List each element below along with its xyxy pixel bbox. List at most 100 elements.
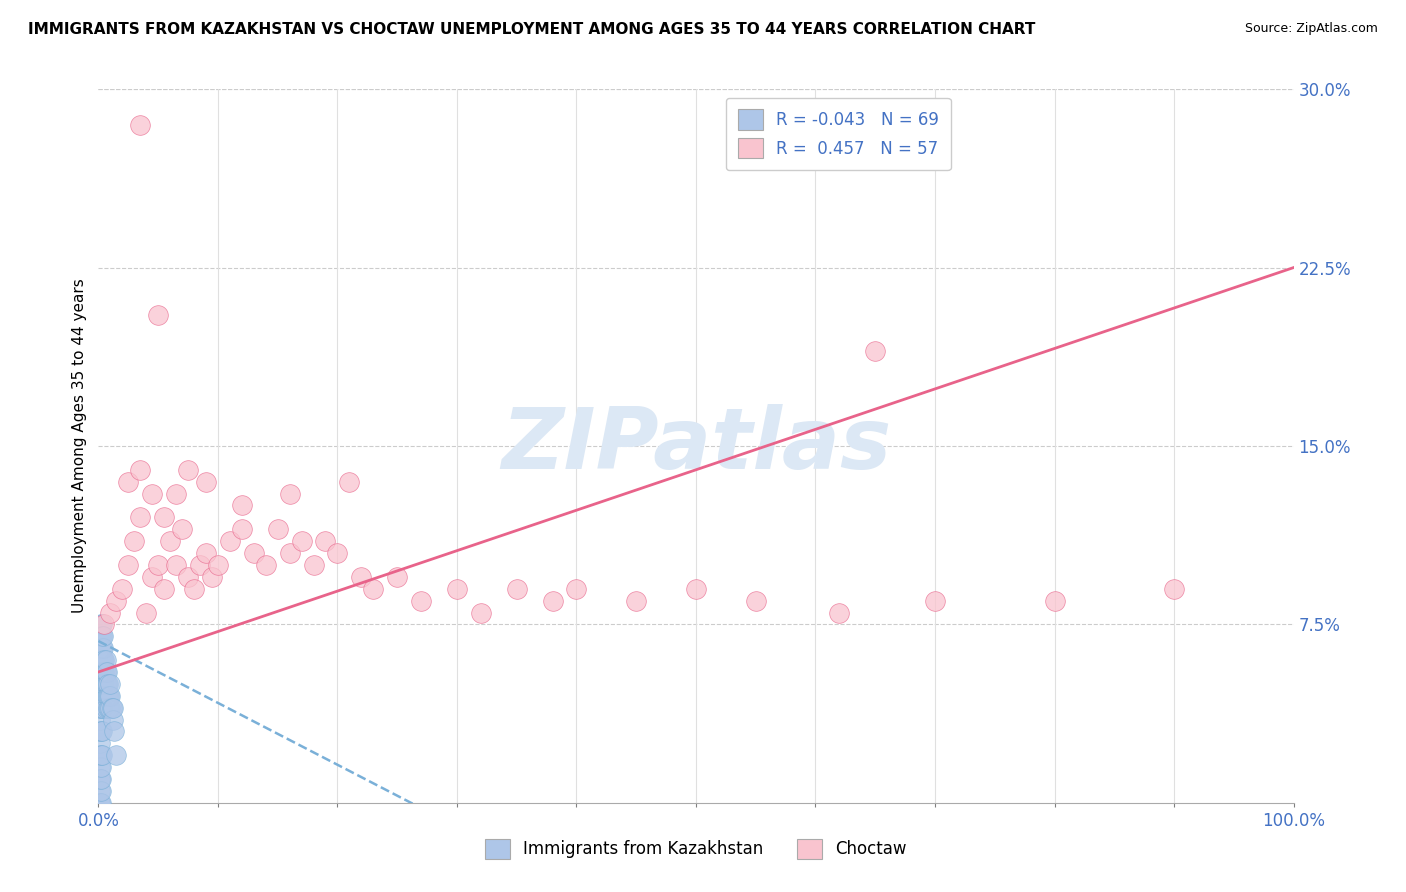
Point xyxy=(135,606,157,620)
Point xyxy=(159,534,181,549)
Point xyxy=(148,308,170,322)
Point xyxy=(105,748,128,763)
Point xyxy=(924,593,946,607)
Point xyxy=(148,558,170,572)
Point xyxy=(101,713,124,727)
Point xyxy=(89,677,111,691)
Point xyxy=(231,499,253,513)
Legend: Immigrants from Kazakhstan, Choctaw: Immigrants from Kazakhstan, Choctaw xyxy=(478,832,914,866)
Point xyxy=(254,558,277,572)
Point xyxy=(91,641,114,656)
Point xyxy=(98,700,122,714)
Point xyxy=(90,724,112,739)
Point xyxy=(89,736,111,750)
Point xyxy=(90,700,112,714)
Point xyxy=(129,463,152,477)
Point xyxy=(177,570,200,584)
Point xyxy=(141,570,163,584)
Point xyxy=(89,653,111,667)
Point xyxy=(101,700,124,714)
Point xyxy=(302,558,325,572)
Point xyxy=(90,677,112,691)
Point xyxy=(183,582,205,596)
Point xyxy=(90,653,112,667)
Point xyxy=(98,677,122,691)
Point xyxy=(89,713,111,727)
Point xyxy=(98,689,121,703)
Point xyxy=(89,700,111,714)
Point xyxy=(97,677,120,691)
Point xyxy=(243,546,266,560)
Point xyxy=(91,641,114,656)
Point xyxy=(315,534,337,549)
Text: Source: ZipAtlas.com: Source: ZipAtlas.com xyxy=(1244,22,1378,36)
Point xyxy=(624,593,647,607)
Point xyxy=(93,665,115,679)
Point xyxy=(98,700,121,714)
Point xyxy=(290,534,312,549)
Point xyxy=(267,522,290,536)
Point xyxy=(94,677,117,691)
Point xyxy=(90,629,112,643)
Point xyxy=(111,582,134,596)
Point xyxy=(94,665,117,679)
Point xyxy=(91,617,114,632)
Point xyxy=(89,748,111,763)
Point xyxy=(91,748,114,763)
Point xyxy=(363,582,385,596)
Point xyxy=(90,641,112,656)
Point xyxy=(91,700,114,714)
Point xyxy=(337,475,360,489)
Point xyxy=(93,689,115,703)
Point xyxy=(97,700,120,714)
Point xyxy=(385,570,409,584)
Y-axis label: Unemployment Among Ages 35 to 44 years: Unemployment Among Ages 35 to 44 years xyxy=(72,278,87,614)
Point xyxy=(165,486,187,500)
Point xyxy=(90,665,112,679)
Point xyxy=(89,796,111,810)
Point xyxy=(93,617,115,632)
Point xyxy=(828,606,851,620)
Point xyxy=(506,582,529,596)
Point xyxy=(96,677,118,691)
Point xyxy=(91,700,114,714)
Point xyxy=(350,570,373,584)
Point xyxy=(91,677,114,691)
Point xyxy=(89,689,111,703)
Point xyxy=(90,784,112,798)
Point xyxy=(541,593,564,607)
Text: IMMIGRANTS FROM KAZAKHSTAN VS CHOCTAW UNEMPLOYMENT AMONG AGES 35 TO 44 YEARS COR: IMMIGRANTS FROM KAZAKHSTAN VS CHOCTAW UN… xyxy=(28,22,1035,37)
Point xyxy=(745,593,768,607)
Point xyxy=(94,700,117,714)
Point xyxy=(470,606,492,620)
Point xyxy=(89,772,111,786)
Point xyxy=(278,486,301,500)
Point xyxy=(124,534,146,549)
Point xyxy=(91,629,114,643)
Point xyxy=(188,558,211,572)
Point xyxy=(91,653,114,667)
Point xyxy=(89,629,111,643)
Point xyxy=(172,522,194,536)
Point xyxy=(565,582,588,596)
Point xyxy=(194,475,217,489)
Point xyxy=(278,546,301,560)
Point xyxy=(91,653,114,667)
Point xyxy=(863,343,886,358)
Point xyxy=(91,629,114,643)
Point xyxy=(117,558,139,572)
Point xyxy=(153,582,176,596)
Point xyxy=(231,522,253,536)
Point xyxy=(91,665,114,679)
Point xyxy=(1163,582,1185,596)
Point xyxy=(90,748,112,763)
Point xyxy=(1043,593,1066,607)
Point xyxy=(90,760,112,774)
Point xyxy=(89,772,111,786)
Point xyxy=(91,677,114,691)
Point xyxy=(89,784,111,798)
Point xyxy=(153,510,176,524)
Point xyxy=(141,486,163,500)
Point xyxy=(219,534,242,549)
Point xyxy=(105,593,128,607)
